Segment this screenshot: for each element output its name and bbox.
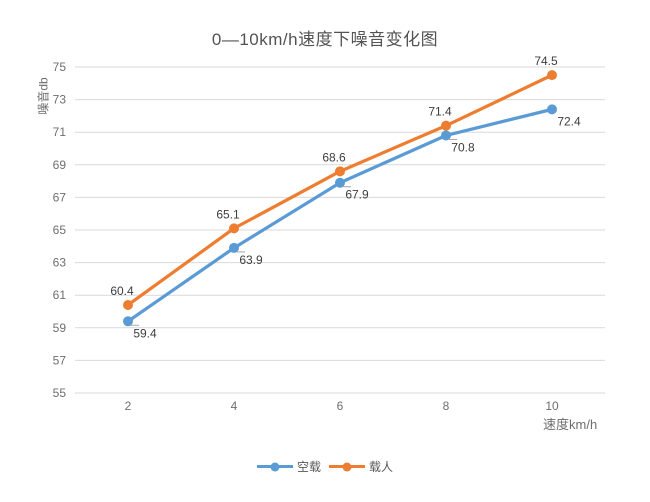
data-label: 72.4 [557, 114, 581, 128]
data-label: 67.9 [345, 188, 369, 202]
data-label: 71.4 [428, 105, 452, 119]
data-point [547, 104, 557, 115]
data-point [335, 177, 345, 188]
legend-dot-icon [270, 462, 280, 471]
x-tick-label: 6 [337, 399, 344, 413]
data-point [547, 70, 557, 81]
y-tick-label: 73 [53, 93, 67, 107]
x-tick-label: 2 [125, 399, 132, 413]
data-point [123, 299, 133, 310]
x-tick-label: 10 [545, 399, 559, 413]
legend-label-empty-load: 空载 [296, 460, 321, 474]
data-point [441, 130, 451, 141]
legend-item-loaded[interactable]: 载人 [329, 458, 393, 475]
data-point [335, 166, 345, 177]
y-tick-label: 75 [53, 60, 67, 74]
data-label: 63.9 [239, 253, 263, 267]
series-line-0 [126, 107, 554, 323]
y-tick-label: 67 [53, 190, 67, 204]
y-tick-label: 63 [53, 256, 67, 270]
y-tick-label: 57 [53, 353, 67, 367]
x-axis-title: 速度km/h [543, 417, 598, 432]
y-tick-label: 55 [53, 386, 67, 400]
legend-line-marker-icon [256, 462, 293, 471]
data-label: 74.5 [534, 54, 558, 68]
legend-dot-icon [342, 462, 352, 471]
legend-label-loaded: 载人 [369, 460, 394, 474]
y-tick-label: 69 [53, 158, 67, 172]
y-tick-label: 65 [53, 223, 67, 237]
data-label: 70.8 [451, 140, 475, 154]
legend: 空载 载人 [0, 458, 650, 475]
y-tick-label: 61 [53, 288, 67, 302]
x-tick-label: 8 [443, 399, 450, 413]
y-tick-label: 71 [53, 125, 67, 139]
series-line-1 [126, 73, 554, 307]
data-point [123, 316, 133, 327]
data-label: 68.6 [322, 150, 346, 164]
data-label: 65.1 [216, 207, 240, 221]
data-label: 59.4 [133, 326, 157, 340]
chart-title: 0—10km/h速度下噪音变化图 [211, 30, 439, 49]
data-label: 60.4 [110, 284, 134, 298]
legend-item-empty-load[interactable]: 空载 [256, 458, 321, 475]
y-tick-label: 59 [53, 321, 67, 335]
x-tick-label: 4 [231, 399, 238, 413]
data-point [441, 120, 451, 131]
legend-line-marker-icon [329, 462, 365, 471]
data-point [229, 242, 239, 253]
data-point [229, 223, 239, 234]
